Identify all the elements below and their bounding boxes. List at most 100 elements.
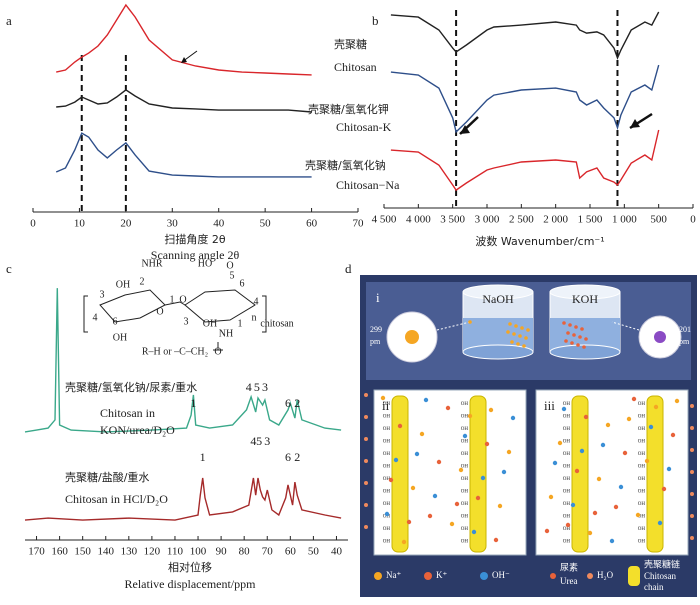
structure-label: 1 bbox=[170, 294, 175, 305]
ion bbox=[576, 343, 580, 347]
series-label: 壳聚糖 bbox=[334, 37, 367, 51]
beaker-2 bbox=[549, 284, 621, 360]
ion bbox=[454, 501, 460, 507]
x-axis-label: 相对位移 bbox=[168, 560, 212, 574]
x-tick-label: 110 bbox=[167, 546, 184, 558]
ion bbox=[432, 493, 438, 499]
x-tick-label: 40 bbox=[213, 218, 225, 230]
ion bbox=[364, 437, 368, 441]
chitosan-chain bbox=[469, 395, 487, 553]
structure-label: NH bbox=[219, 328, 233, 339]
chain-group: OH bbox=[383, 540, 391, 545]
structure-label: chitosan bbox=[260, 318, 293, 329]
structure-label: 3 bbox=[184, 316, 189, 327]
series-line bbox=[24, 477, 342, 521]
ion bbox=[419, 431, 425, 437]
structure-label: O bbox=[156, 306, 163, 317]
ion bbox=[570, 502, 576, 508]
ion bbox=[522, 344, 526, 348]
ion bbox=[493, 537, 499, 543]
ion bbox=[544, 528, 550, 534]
ion bbox=[364, 503, 368, 507]
ion bbox=[364, 525, 368, 529]
ion bbox=[406, 519, 412, 525]
chain-group: OH bbox=[563, 465, 571, 470]
x-tick-label: 50 bbox=[308, 546, 320, 558]
chain-group: OH bbox=[383, 465, 391, 470]
series-line bbox=[390, 129, 660, 192]
x-axis-label: Scanning angle 2θ bbox=[151, 248, 240, 262]
beaker-1 bbox=[462, 284, 534, 360]
ion bbox=[364, 481, 368, 485]
peak-label: 5 bbox=[254, 380, 260, 394]
ion bbox=[600, 442, 606, 448]
peak-label: 3 bbox=[264, 434, 270, 448]
chitosan-chain bbox=[571, 395, 589, 553]
x-axis-label: Relative displacement/ppm bbox=[125, 577, 257, 591]
structure-label: OH bbox=[116, 279, 130, 290]
x-tick-label: 120 bbox=[144, 546, 161, 558]
structure-label: 6 bbox=[113, 316, 118, 327]
x-tick-label: 170 bbox=[28, 546, 45, 558]
legend-label: 尿素 bbox=[560, 562, 578, 574]
ion bbox=[572, 333, 576, 337]
x-tick-label: 40 bbox=[331, 546, 343, 558]
chain-group: OH bbox=[383, 427, 391, 432]
structure-label: 5 bbox=[230, 270, 235, 281]
structure-bond bbox=[99, 289, 166, 323]
legend-swatch bbox=[424, 572, 432, 580]
peak-label: 6 bbox=[285, 396, 291, 410]
structure-label: 3 bbox=[100, 289, 105, 300]
ion bbox=[644, 458, 650, 464]
chain-group: OH bbox=[383, 502, 391, 507]
ion bbox=[397, 423, 403, 429]
legend-label: K⁺ bbox=[436, 570, 447, 580]
peak-label: 6 bbox=[285, 450, 291, 464]
chain-group: OH bbox=[461, 402, 469, 407]
ion bbox=[690, 426, 694, 430]
x-tick-label: 4 000 bbox=[406, 214, 431, 226]
ion bbox=[516, 342, 520, 346]
ion bbox=[690, 514, 694, 518]
x-tick-label: 150 bbox=[74, 546, 91, 558]
ion bbox=[380, 395, 386, 401]
chain-group: OH bbox=[638, 415, 646, 420]
x-tick-label: 2 500 bbox=[509, 214, 534, 226]
x-tick-label: 160 bbox=[51, 546, 68, 558]
arrow-head bbox=[181, 57, 187, 63]
ion-core bbox=[654, 331, 666, 343]
ion bbox=[690, 536, 694, 540]
x-tick-label: 30 bbox=[167, 218, 179, 230]
chain-group: OH bbox=[638, 440, 646, 445]
ion bbox=[488, 407, 494, 413]
panel-letter: a bbox=[6, 13, 12, 28]
chain-group: OH bbox=[563, 515, 571, 520]
ion bbox=[584, 337, 588, 341]
ion bbox=[631, 396, 637, 402]
chain-group: OH bbox=[461, 465, 469, 470]
panel-letter: c bbox=[6, 261, 12, 276]
chain-group: OH bbox=[563, 502, 571, 507]
ion bbox=[510, 340, 514, 344]
ion-size-unit: pm bbox=[679, 337, 690, 346]
x-tick-label: 70 bbox=[353, 218, 365, 230]
ion bbox=[587, 530, 593, 536]
section-label: ii bbox=[382, 398, 390, 413]
ion bbox=[626, 416, 632, 422]
arrow-head bbox=[630, 119, 640, 128]
legend-label: 壳聚糖链 bbox=[644, 559, 680, 571]
ion bbox=[690, 492, 694, 496]
series-line bbox=[390, 64, 660, 134]
structure-bond bbox=[164, 301, 186, 306]
ion bbox=[436, 459, 442, 465]
series-line bbox=[55, 132, 312, 178]
x-tick-label: 80 bbox=[239, 546, 251, 558]
structure-label: 1 bbox=[238, 318, 243, 329]
chain-group: OH bbox=[383, 515, 391, 520]
structure-label: 6 bbox=[240, 278, 245, 289]
x-tick-label: 4 500 bbox=[372, 214, 397, 226]
x-tick-label: 500 bbox=[650, 214, 667, 226]
structure-bond bbox=[184, 289, 256, 323]
ion bbox=[501, 469, 507, 475]
chain-group: OH bbox=[563, 427, 571, 432]
